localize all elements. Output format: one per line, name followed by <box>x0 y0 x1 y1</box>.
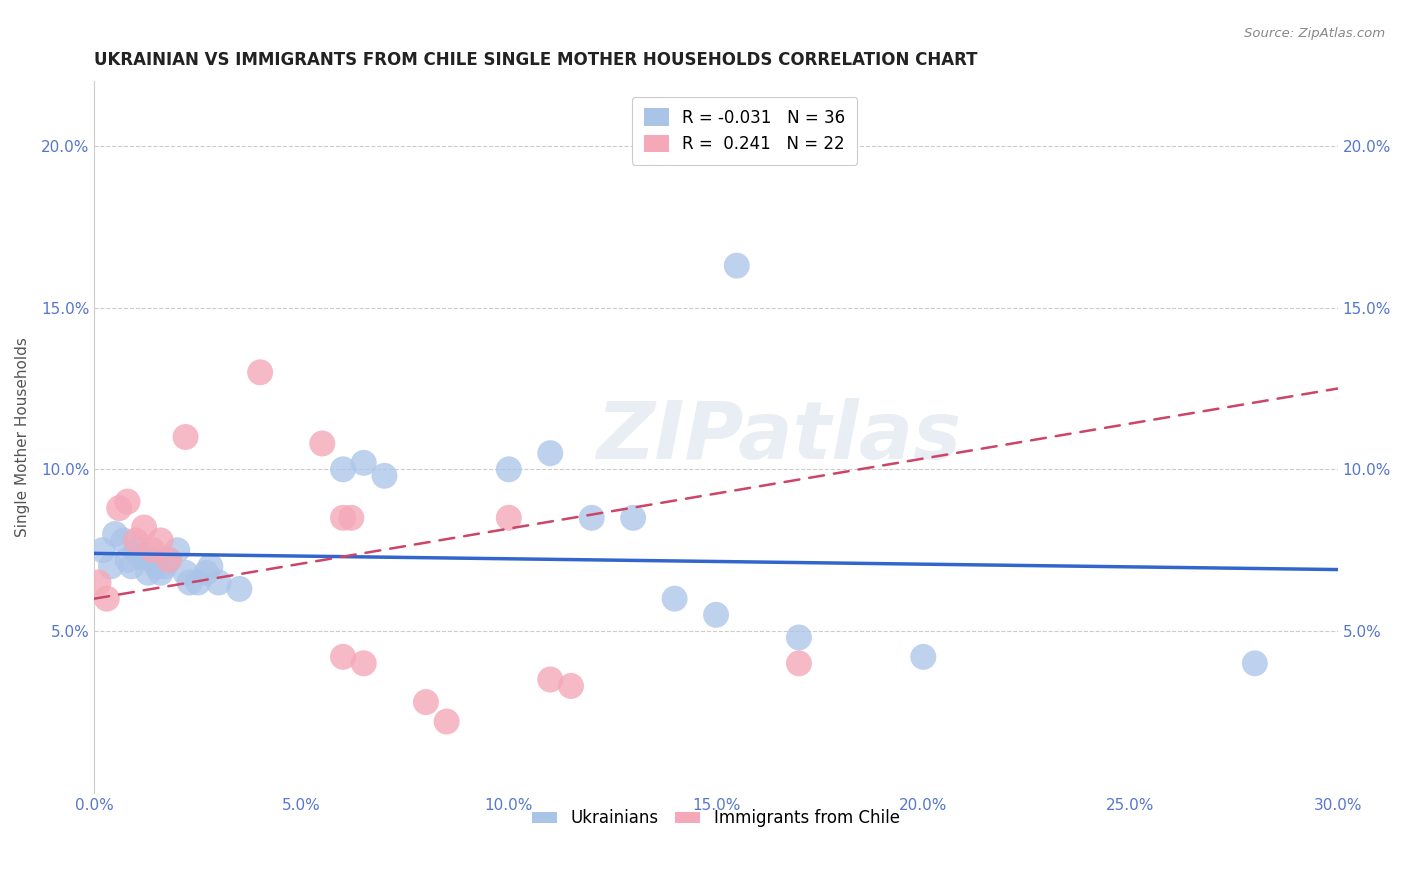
Point <box>787 657 810 671</box>
Point <box>498 462 520 476</box>
Point <box>87 575 110 590</box>
Point <box>121 559 143 574</box>
Point <box>125 543 148 558</box>
Point <box>249 365 271 379</box>
Point <box>912 649 935 664</box>
Point <box>141 543 163 558</box>
Point <box>149 566 172 580</box>
Point <box>104 527 127 541</box>
Point <box>332 462 354 476</box>
Point <box>179 575 201 590</box>
Point <box>187 575 209 590</box>
Point <box>129 549 152 564</box>
Point <box>166 543 188 558</box>
Point <box>340 511 363 525</box>
Point <box>373 468 395 483</box>
Point <box>108 501 131 516</box>
Point <box>141 553 163 567</box>
Point <box>125 533 148 548</box>
Point <box>145 559 167 574</box>
Point <box>153 559 176 574</box>
Point <box>332 511 354 525</box>
Point <box>157 553 180 567</box>
Text: UKRAINIAN VS IMMIGRANTS FROM CHILE SINGLE MOTHER HOUSEHOLDS CORRELATION CHART: UKRAINIAN VS IMMIGRANTS FROM CHILE SINGL… <box>94 51 977 69</box>
Point <box>581 511 603 525</box>
Point <box>117 494 139 508</box>
Point <box>208 575 231 590</box>
Point <box>136 566 159 580</box>
Point <box>621 511 644 525</box>
Point <box>228 582 250 596</box>
Point <box>195 566 218 580</box>
Point <box>436 714 458 729</box>
Point <box>704 607 727 622</box>
Point <box>538 446 561 460</box>
Point <box>149 533 172 548</box>
Legend: Ukrainians, Immigrants from Chile: Ukrainians, Immigrants from Chile <box>526 803 907 834</box>
Text: Source: ZipAtlas.com: Source: ZipAtlas.com <box>1244 27 1385 40</box>
Point <box>787 631 810 645</box>
Point <box>725 259 748 273</box>
Point <box>538 673 561 687</box>
Point <box>498 511 520 525</box>
Point <box>174 430 197 444</box>
Point <box>353 456 375 470</box>
Point <box>96 591 118 606</box>
Point <box>174 566 197 580</box>
Point <box>100 559 122 574</box>
Point <box>311 436 333 450</box>
Point <box>664 591 686 606</box>
Point <box>132 520 155 534</box>
Point <box>332 649 354 664</box>
Point <box>132 549 155 564</box>
Point <box>157 553 180 567</box>
Point <box>353 657 375 671</box>
Point <box>560 679 582 693</box>
Text: ZIPatlas: ZIPatlas <box>596 398 960 476</box>
Point <box>1244 657 1267 671</box>
Point <box>415 695 437 709</box>
Point <box>117 553 139 567</box>
Point <box>112 533 135 548</box>
Point <box>91 543 114 558</box>
Point <box>200 559 222 574</box>
Y-axis label: Single Mother Households: Single Mother Households <box>15 337 30 537</box>
